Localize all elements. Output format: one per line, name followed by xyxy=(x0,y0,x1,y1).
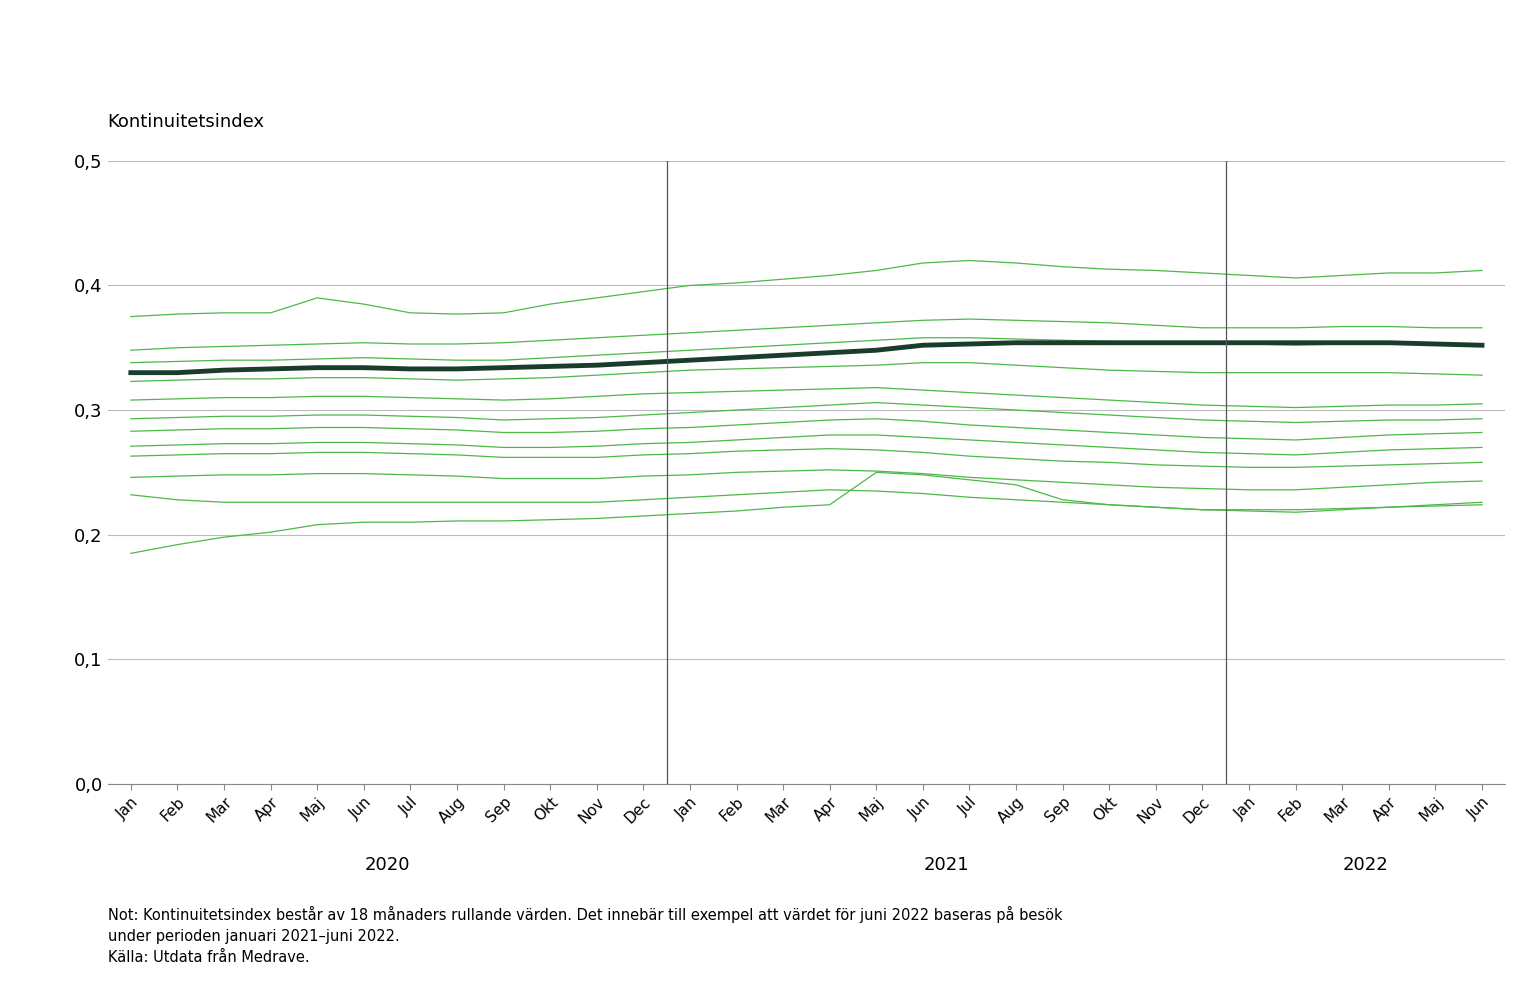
Text: 2022: 2022 xyxy=(1342,856,1389,874)
Text: Not: Kontinuitetsindex består av 18 månaders rullande värden. Det innebär till e: Not: Kontinuitetsindex består av 18 måna… xyxy=(108,906,1063,965)
Text: 2020: 2020 xyxy=(364,856,410,874)
Text: Kontinuitetsindex: Kontinuitetsindex xyxy=(108,113,264,131)
Text: 2021: 2021 xyxy=(923,856,969,874)
